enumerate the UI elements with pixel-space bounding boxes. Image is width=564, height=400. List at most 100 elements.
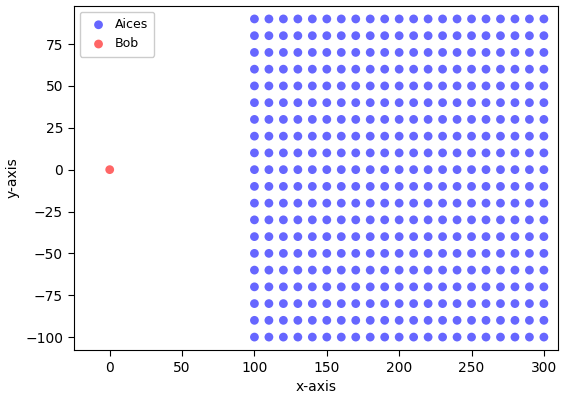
Y-axis label: y-axis: y-axis (6, 158, 20, 198)
Aices (293, 200, 302, 206)
Aices (409, 16, 418, 22)
Aices (395, 83, 404, 89)
Aices (250, 83, 259, 89)
Aices (539, 200, 548, 206)
Aices (279, 116, 288, 123)
Aices (496, 16, 505, 22)
Aices (337, 32, 346, 39)
Aices (424, 284, 433, 290)
Aices (351, 32, 360, 39)
Aices (467, 300, 476, 307)
Aices (496, 200, 505, 206)
Aices (250, 217, 259, 223)
Aices (409, 317, 418, 324)
Aices (510, 300, 519, 307)
Aices (365, 234, 374, 240)
Aices (279, 16, 288, 22)
Aices (337, 300, 346, 307)
Aices (395, 200, 404, 206)
Aices (365, 66, 374, 72)
Aices (525, 166, 534, 173)
Aices (467, 334, 476, 340)
Aices (293, 334, 302, 340)
Aices (424, 267, 433, 273)
Aices (525, 66, 534, 72)
Aices (322, 234, 331, 240)
Aices (409, 100, 418, 106)
Aices (380, 234, 389, 240)
Aices (293, 100, 302, 106)
Aices (250, 250, 259, 256)
Aices (322, 317, 331, 324)
Aices (365, 116, 374, 123)
Aices (395, 166, 404, 173)
Aices (525, 284, 534, 290)
Aices (351, 217, 360, 223)
Aices (293, 250, 302, 256)
Aices (525, 267, 534, 273)
Aices (482, 32, 491, 39)
Aices (395, 334, 404, 340)
Aices (279, 100, 288, 106)
Aices (380, 150, 389, 156)
Aices (380, 100, 389, 106)
Aices (395, 284, 404, 290)
Aices (496, 334, 505, 340)
Aices (409, 116, 418, 123)
Aices (539, 49, 548, 56)
Aices (395, 133, 404, 139)
Aices (380, 284, 389, 290)
Aices (351, 100, 360, 106)
Aices (395, 32, 404, 39)
Aices (409, 183, 418, 190)
Aices (482, 166, 491, 173)
Aices (265, 183, 274, 190)
Aices (308, 217, 317, 223)
Aices (395, 300, 404, 307)
Aices (452, 116, 461, 123)
Aices (539, 217, 548, 223)
Aices (395, 150, 404, 156)
Aices (250, 300, 259, 307)
Aices (496, 32, 505, 39)
Aices (539, 133, 548, 139)
Aices (496, 166, 505, 173)
Aices (452, 250, 461, 256)
Aices (482, 200, 491, 206)
Aices (365, 16, 374, 22)
Aices (322, 49, 331, 56)
Aices (279, 49, 288, 56)
Aices (322, 116, 331, 123)
Aices (409, 267, 418, 273)
Aices (265, 100, 274, 106)
Aices (510, 133, 519, 139)
Aices (510, 49, 519, 56)
Aices (467, 83, 476, 89)
Aices (438, 150, 447, 156)
Aices (250, 32, 259, 39)
Aices (510, 83, 519, 89)
Aices (365, 49, 374, 56)
Aices (467, 183, 476, 190)
Aices (438, 284, 447, 290)
Aices (380, 16, 389, 22)
Aices (496, 100, 505, 106)
Aices (265, 16, 274, 22)
Aices (380, 83, 389, 89)
Aices (293, 49, 302, 56)
Aices (337, 150, 346, 156)
Aices (496, 49, 505, 56)
Aices (380, 317, 389, 324)
Aices (365, 83, 374, 89)
Aices (351, 16, 360, 22)
Aices (496, 133, 505, 139)
Aices (525, 116, 534, 123)
Aices (539, 166, 548, 173)
Aices (467, 200, 476, 206)
Aices (351, 284, 360, 290)
Aices (337, 200, 346, 206)
Aices (452, 334, 461, 340)
Aices (365, 32, 374, 39)
Aices (322, 83, 331, 89)
Aices (539, 100, 548, 106)
